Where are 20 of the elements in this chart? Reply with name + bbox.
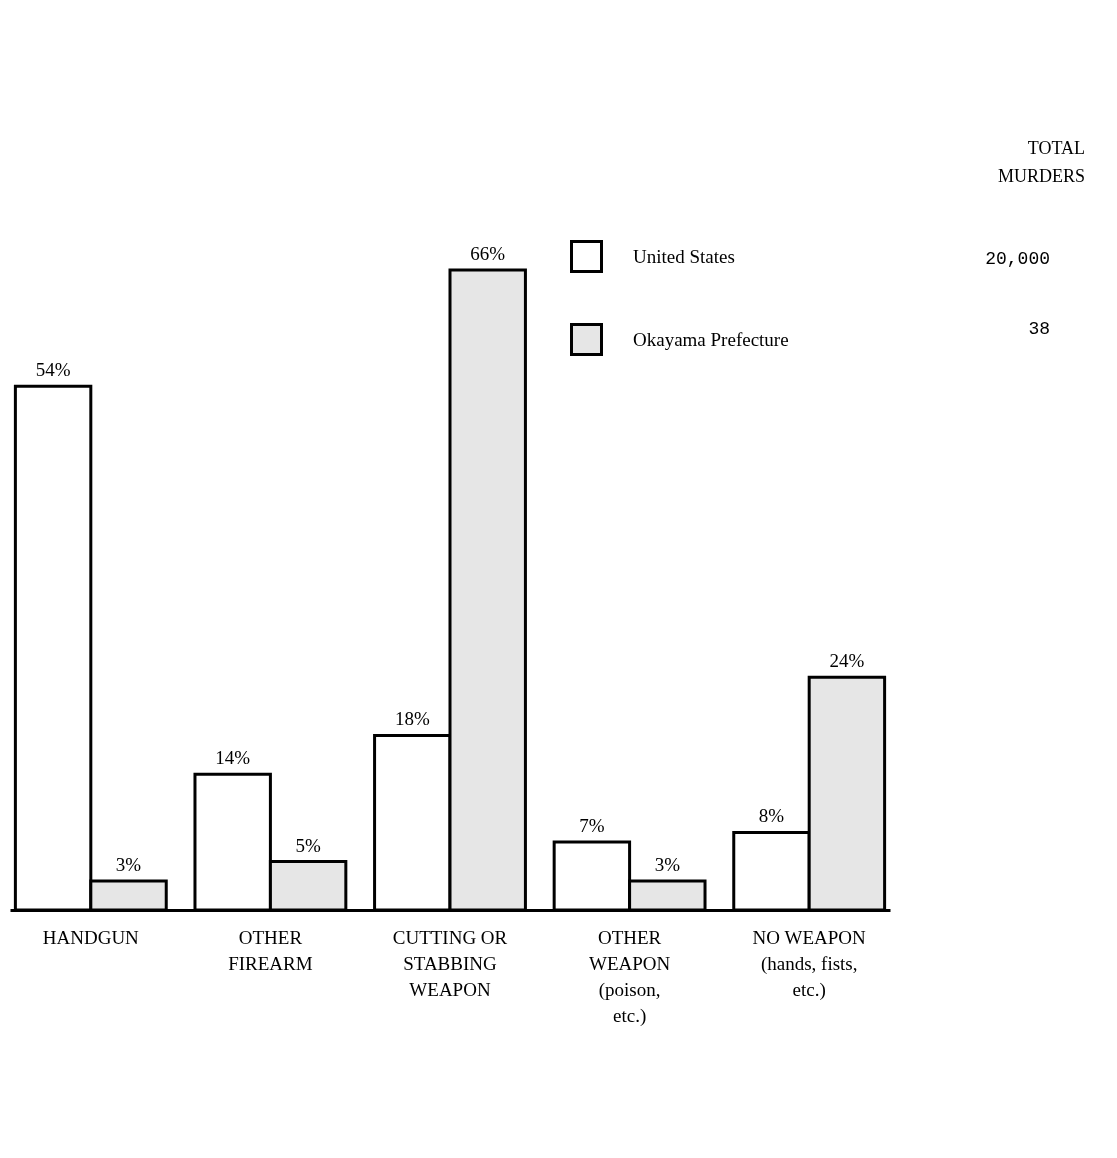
data-label: 14% [215,747,251,769]
data-label: 18% [394,708,430,730]
x-tick-label: OTHER WEAPON (poison, etc.) [588,926,671,1027]
data-label: 24% [829,650,865,672]
x-tick-label: NO WEAPON (hands, fists, etc.) [752,926,867,1001]
data-label: 5% [295,834,321,856]
text: TOTAL MURDERS [997,138,1085,186]
legend-label: Okayama Prefecture [633,328,789,350]
data-label: 3% [115,853,142,875]
data-label: 66% [470,243,506,264]
legend-label: United States [633,245,735,267]
x-tick-label: OTHER FIREARM [228,926,313,974]
data-label: 7% [579,815,605,837]
x-tick-label: CUTTING OR STABBING WEAPON [392,926,508,1000]
text: 20,000 [985,249,1050,269]
data-label: 3% [654,853,681,875]
data-label: 54% [35,359,71,381]
data-label: 8% [758,805,785,827]
x-tick-label: HANDGUN [42,926,140,948]
text: 38 [1028,319,1050,339]
